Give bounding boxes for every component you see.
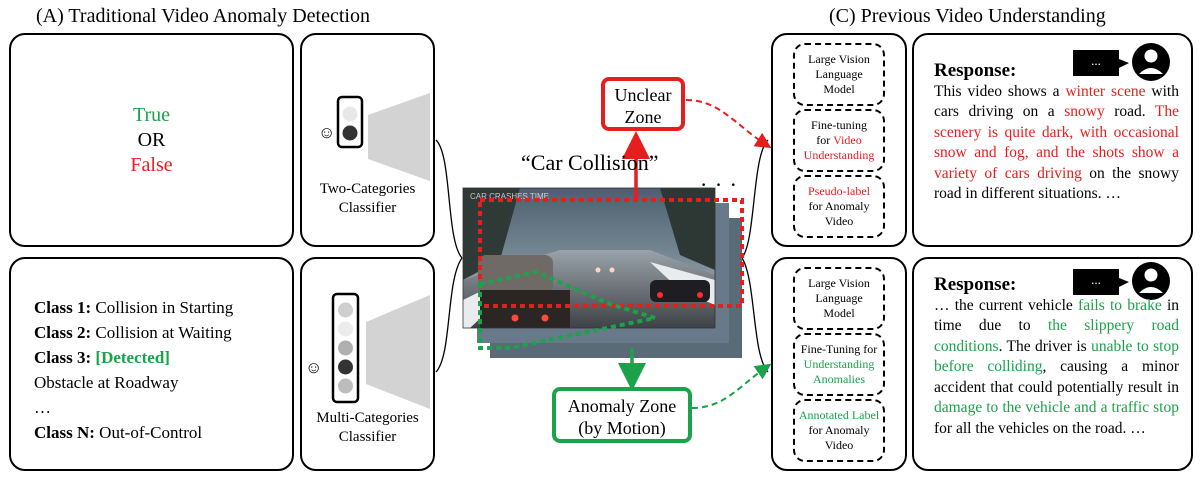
response-top-panel: ... Response: This video shows a winter … <box>912 33 1193 247</box>
true-label: True <box>132 104 171 126</box>
brace-right-top <box>741 139 769 259</box>
brace-bottom <box>435 257 463 373</box>
class-3-row: Class 3: [Detected] <box>34 348 170 367</box>
two-category-label-line2: Classifier <box>338 200 397 216</box>
anomaly-zone-line2: (by Motion) <box>578 418 666 438</box>
pipeline-bottom-finetune-box: Fine-Tuning for Understanding Anomalies <box>793 333 885 396</box>
pipeline-bottom-panel: Large Vision Language Model Fine-Tuning fo… <box>771 257 907 471</box>
multi-category-classifier-icon <box>331 292 430 409</box>
response-top-title: Response: <box>934 60 1017 81</box>
brace-top <box>435 139 463 259</box>
video-frame-back-2 <box>490 218 742 358</box>
class-n-row: Class N: Out-of-Control <box>34 423 203 442</box>
multi-category-label-line2: Classifier <box>338 429 397 445</box>
multi-category-classifier-panel: ☺ Multi-Categories Classifier <box>300 257 435 471</box>
video-frame-back-1 <box>477 203 729 343</box>
header-traditional-vad: (A) Traditional Video Anomaly Detection <box>36 5 370 27</box>
video-frame-main <box>462 187 716 329</box>
speech-bubble-icon: ... <box>1073 269 1119 295</box>
dashed-arrow-top <box>685 99 772 149</box>
pipeline-top-panel: Large Vision Language Model Fine-tuning fo… <box>771 33 907 247</box>
query-caption: “Car Collision” <box>521 150 659 175</box>
multi-class-output-panel: Class 1: Collision in Starting Class 2: … <box>9 257 294 471</box>
more-frames-dots: · · · <box>700 172 738 197</box>
anomaly-zone-outline <box>478 269 663 350</box>
response-bottom-panel: ... Response: … the current vehicle fail… <box>912 257 1193 471</box>
two-category-classifier-panel: ☺ Two-Categories Classifier <box>300 33 435 247</box>
multi-category-label-line1: Multi-Categories <box>316 410 419 426</box>
header-previous-video-understanding: (C) Previous Video Understanding <box>829 5 1106 27</box>
anomaly-zone-line1: Anomaly Zone <box>567 396 677 416</box>
class-1-row: Class 1: Collision in Starting <box>34 298 234 317</box>
binary-output-panel: True OR False <box>9 33 294 247</box>
unclear-zone-box: Unclear Zone <box>601 77 685 131</box>
anomaly-zone-box: Anomaly Zone (by Motion) <box>552 387 692 443</box>
two-category-label-line1: Two-Categories <box>319 181 416 197</box>
pipeline-top-model-box: Large Vision Language Model <box>793 43 885 106</box>
pipeline-bottom-model-box: Large Vision Language Model <box>793 267 885 330</box>
response-top-text: This video shows a winter scene with car… <box>934 82 1180 203</box>
frame-watermark: CAR CRASHES TIME <box>470 192 549 201</box>
class-obstacle-row: Obstacle at Roadway <box>34 373 179 392</box>
speech-bubble-icon: ... <box>1073 50 1119 76</box>
class-ellipsis: … <box>34 398 51 417</box>
response-bottom-title: Response: <box>934 274 1017 295</box>
class-2-row: Class 2: Collision at Waiting <box>34 323 232 342</box>
brace-right-bottom <box>741 257 769 373</box>
pipeline-top-finetune-box: Fine-tuning for Video Understanding <box>793 109 885 172</box>
unclear-zone-line1: Unclear <box>614 85 672 105</box>
false-label: False <box>130 154 173 176</box>
smiley-icon: ☺ <box>318 123 336 142</box>
response-bottom-text: … the current vehicle fails to brake in … <box>934 296 1180 437</box>
dashed-arrow-bottom <box>691 363 772 409</box>
or-label: OR <box>137 129 166 151</box>
two-category-classifier-icon <box>336 93 430 181</box>
unclear-zone-outline <box>478 198 744 308</box>
pipeline-top-label-box: Pseudo-label for Anomaly Video <box>793 175 885 238</box>
user-avatar-icon <box>1119 43 1170 81</box>
user-avatar-icon <box>1119 262 1170 300</box>
smiley-icon: ☺ <box>305 358 323 377</box>
unclear-zone-line2: Zone <box>624 107 662 127</box>
pipeline-bottom-label-box: Annotated Label for Anomaly Video <box>793 399 885 462</box>
